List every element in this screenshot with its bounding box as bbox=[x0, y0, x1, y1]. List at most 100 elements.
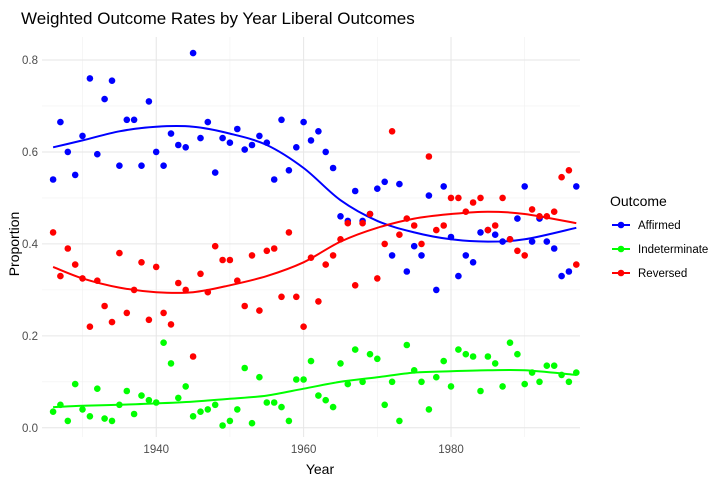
point-affirmed bbox=[440, 183, 448, 190]
point-affirmed bbox=[123, 116, 131, 124]
point-reversed bbox=[130, 286, 138, 294]
point-affirmed bbox=[388, 252, 396, 259]
point-affirmed bbox=[71, 171, 79, 179]
point-reversed bbox=[152, 263, 160, 271]
point-reversed bbox=[329, 252, 337, 259]
point-reversed bbox=[182, 286, 189, 294]
point-indeterminate bbox=[410, 367, 418, 374]
point-reversed bbox=[175, 279, 182, 287]
point-indeterminate bbox=[197, 408, 204, 416]
point-affirmed bbox=[270, 176, 278, 183]
legend: Outcome Affirmed Indeterminate Reversed bbox=[610, 193, 708, 280]
point-reversed bbox=[315, 298, 322, 305]
legend-title: Outcome bbox=[610, 193, 667, 209]
point-reversed bbox=[418, 240, 425, 248]
point-reversed bbox=[469, 199, 477, 206]
point-affirmed bbox=[543, 238, 551, 245]
point-indeterminate bbox=[94, 385, 101, 393]
legend-label-reversed: Reversed bbox=[638, 268, 687, 280]
point-affirmed bbox=[403, 268, 411, 275]
point-reversed bbox=[197, 270, 204, 278]
point-reversed bbox=[270, 245, 278, 252]
point-indeterminate bbox=[123, 387, 131, 395]
point-indeterminate bbox=[521, 380, 528, 388]
point-affirmed bbox=[86, 75, 94, 82]
point-indeterminate bbox=[219, 422, 226, 429]
point-indeterminate bbox=[108, 417, 116, 425]
point-affirmed bbox=[204, 118, 212, 126]
point-reversed bbox=[484, 226, 492, 234]
point-affirmed bbox=[101, 95, 108, 103]
point-reversed bbox=[57, 272, 64, 280]
point-reversed bbox=[477, 194, 484, 202]
point-indeterminate bbox=[477, 387, 484, 395]
chart-title: Weighted Outcome Rates by Year Liberal O… bbox=[21, 9, 415, 28]
point-reversed bbox=[528, 206, 536, 213]
point-affirmed bbox=[145, 98, 153, 105]
point-reversed bbox=[565, 167, 573, 174]
point-indeterminate bbox=[455, 346, 462, 353]
point-reversed bbox=[558, 173, 565, 181]
point-affirmed bbox=[64, 148, 72, 156]
point-reversed bbox=[116, 249, 123, 257]
point-indeterminate bbox=[278, 403, 285, 411]
point-reversed bbox=[359, 219, 366, 227]
point-indeterminate bbox=[49, 408, 57, 416]
y-tick-label: 0.0 bbox=[22, 423, 38, 435]
point-reversed bbox=[514, 247, 521, 255]
point-indeterminate bbox=[344, 380, 352, 388]
data-points bbox=[49, 49, 580, 429]
x-axis-title: Year bbox=[306, 461, 335, 477]
point-indeterminate bbox=[329, 403, 337, 411]
x-tick-label: 1940 bbox=[143, 444, 169, 456]
point-affirmed bbox=[256, 132, 263, 140]
point-reversed bbox=[440, 222, 448, 229]
point-affirmed bbox=[477, 229, 484, 236]
point-affirmed bbox=[514, 215, 521, 222]
point-indeterminate bbox=[366, 350, 374, 358]
point-indeterminate bbox=[204, 406, 212, 413]
point-indeterminate bbox=[359, 378, 366, 386]
point-reversed bbox=[160, 309, 167, 317]
smooth-lines bbox=[52, 124, 577, 409]
point-indeterminate bbox=[270, 399, 278, 406]
point-indeterminate bbox=[241, 364, 248, 372]
point-reversed bbox=[396, 231, 403, 238]
legend-key-point-affirmed bbox=[617, 221, 625, 229]
point-affirmed bbox=[300, 118, 307, 126]
point-affirmed bbox=[558, 272, 565, 280]
point-indeterminate bbox=[293, 376, 300, 383]
point-indeterminate bbox=[469, 353, 477, 360]
point-affirmed bbox=[278, 116, 285, 124]
point-reversed bbox=[108, 318, 116, 326]
point-reversed bbox=[219, 256, 226, 264]
point-indeterminate bbox=[433, 373, 440, 381]
point-reversed bbox=[351, 282, 359, 289]
point-indeterminate bbox=[337, 360, 344, 367]
point-affirmed bbox=[182, 144, 189, 151]
legend-items: Affirmed Indeterminate Reversed bbox=[612, 220, 708, 280]
point-reversed bbox=[145, 316, 153, 324]
point-indeterminate bbox=[528, 369, 536, 376]
point-affirmed bbox=[418, 252, 425, 259]
point-indeterminate bbox=[167, 360, 175, 367]
point-affirmed bbox=[381, 178, 389, 186]
point-affirmed bbox=[49, 176, 57, 183]
point-indeterminate bbox=[315, 392, 322, 399]
point-indeterminate bbox=[211, 401, 219, 409]
y-tick-label: 0.8 bbox=[22, 55, 38, 67]
x-tick-label: 1980 bbox=[438, 444, 464, 456]
point-affirmed bbox=[234, 125, 241, 133]
point-reversed bbox=[64, 245, 72, 252]
point-affirmed bbox=[293, 144, 300, 151]
point-affirmed bbox=[108, 77, 116, 84]
point-indeterminate bbox=[388, 378, 396, 386]
point-affirmed bbox=[573, 183, 580, 190]
point-affirmed bbox=[410, 242, 418, 250]
point-affirmed bbox=[285, 167, 293, 174]
point-reversed bbox=[506, 236, 514, 243]
point-indeterminate bbox=[300, 376, 307, 383]
point-affirmed bbox=[550, 245, 558, 252]
